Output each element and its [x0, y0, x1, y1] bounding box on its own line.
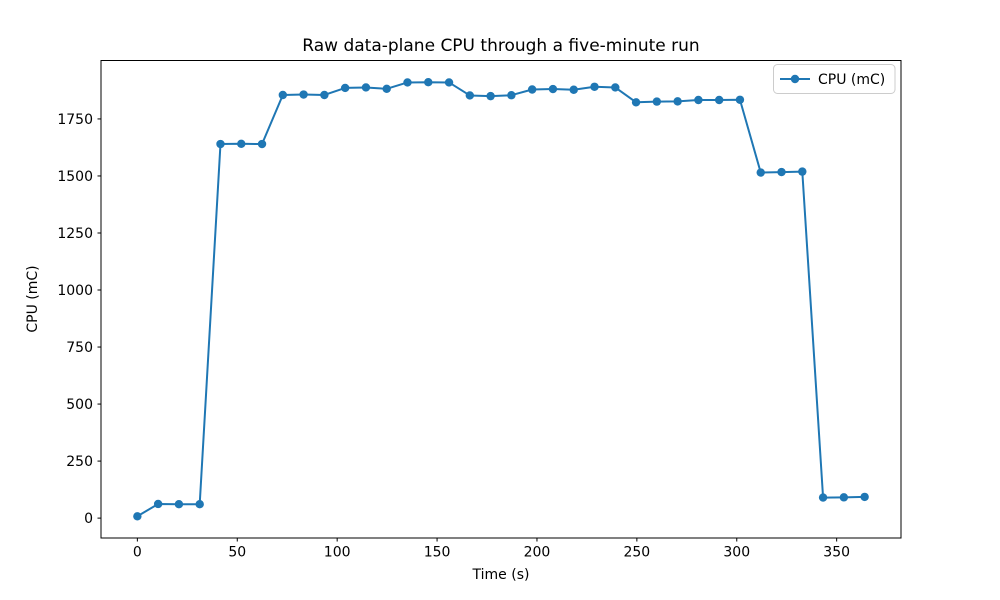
x-tick-label: 200 — [524, 545, 551, 561]
legend-box — [773, 64, 896, 94]
y-tick-label: 1750 — [57, 112, 93, 128]
y-axis-label: CPU (mC) — [25, 265, 41, 332]
y-tick-label: 1500 — [57, 169, 93, 185]
chart-title: Raw data-plane CPU through a five-minute… — [302, 36, 699, 56]
data-point — [569, 85, 578, 94]
data-series — [133, 78, 869, 521]
data-point — [486, 91, 495, 101]
x-tick-label: 0 — [133, 545, 142, 561]
x-tick-label: 150 — [424, 545, 451, 561]
data-point — [299, 90, 308, 99]
y-tick-label: 500 — [66, 397, 93, 413]
data-point — [320, 90, 329, 100]
data-point — [403, 78, 412, 87]
data-point — [216, 139, 225, 149]
data-point — [673, 97, 682, 106]
data-point — [278, 90, 288, 100]
data-point — [424, 78, 433, 87]
data-point — [590, 82, 599, 91]
data-point — [860, 492, 869, 502]
data-point — [340, 83, 350, 93]
data-point — [133, 512, 142, 521]
plot-area — [100, 60, 902, 539]
data-point — [631, 98, 641, 107]
data-point — [777, 167, 786, 177]
x-tick-label: 350 — [823, 545, 850, 561]
data-point — [153, 499, 163, 509]
data-point — [818, 493, 828, 502]
x-tick-label: 100 — [324, 545, 351, 561]
data-point — [507, 91, 516, 100]
data-point — [382, 84, 391, 94]
x-ticks: 0 50 100 150 200 250 300 350 — [133, 538, 850, 561]
data-point — [694, 95, 703, 105]
data-point — [237, 139, 246, 148]
data-point — [257, 139, 267, 149]
data-point — [465, 91, 475, 100]
data-point — [839, 493, 849, 502]
y-tick-label: 750 — [66, 340, 93, 356]
legend-label: CPU (mC) — [818, 72, 885, 88]
data-point — [361, 83, 371, 92]
data-point — [714, 95, 724, 105]
data-point — [195, 500, 204, 509]
data-point — [527, 85, 537, 94]
data-point — [798, 167, 807, 176]
x-tick-label: 250 — [623, 545, 650, 561]
y-tick-label: 1250 — [57, 226, 93, 242]
data-point — [611, 83, 620, 92]
y-tick-label: 250 — [66, 454, 93, 470]
data-point — [652, 97, 662, 106]
data-point — [548, 84, 558, 94]
data-point — [444, 78, 454, 87]
x-axis-label: Time (s) — [472, 567, 530, 583]
y-ticks: 0 250 500 750 1000 1250 1500 1750 — [57, 112, 101, 527]
y-tick-label: 1000 — [57, 283, 93, 299]
y-tick-label: 0 — [84, 511, 93, 527]
x-tick-label: 300 — [723, 545, 750, 561]
data-point — [174, 500, 184, 509]
data-point — [735, 95, 745, 104]
legend-marker-icon — [790, 74, 800, 84]
legend: CPU (mC) — [773, 64, 896, 94]
x-tick-label: 50 — [228, 545, 246, 561]
data-point — [756, 168, 765, 177]
